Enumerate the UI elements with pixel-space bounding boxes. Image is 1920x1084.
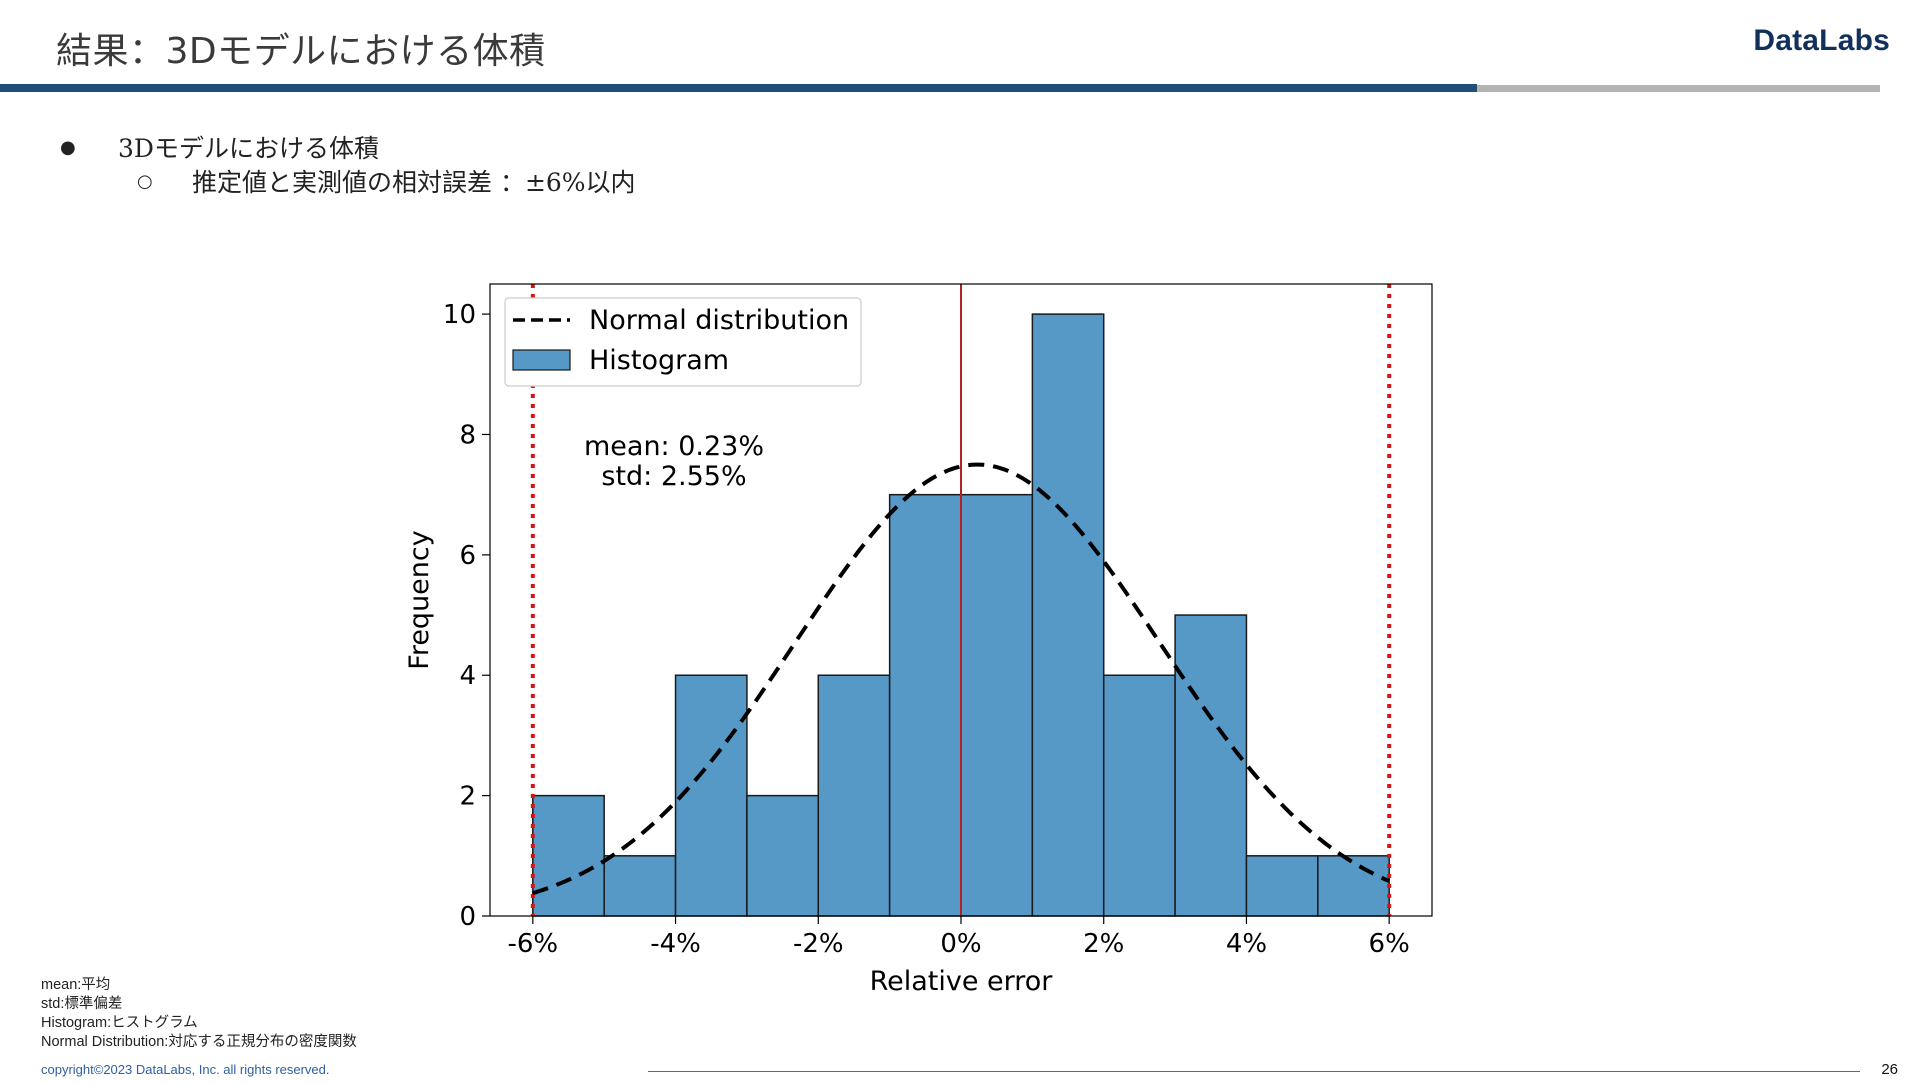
x-tick-label: -4% [650,929,701,959]
y-axis-label: Frequency [404,530,435,670]
footnotes: mean:平均 std:標準偏差 Histogram:ヒストグラム Normal… [41,976,357,1052]
std-annotation: std: 2.55% [601,461,746,492]
histogram-bar [603,855,677,917]
x-tick-label: 6% [1369,929,1410,959]
brand-logo: DataLabs [1753,24,1890,57]
x-axis-ticks: -6% -4% -2% 0% 2% 4% 6% [507,916,1410,959]
legend-box [504,297,862,387]
chart-legend: Normal distribution Histogram [504,297,862,387]
histogram-bar [1245,855,1319,917]
legend-label-histogram: Histogram [589,345,729,376]
x-axis-label: Relative error [870,966,1054,997]
header-divider-bar [0,84,1477,92]
bullet-sub-text: 推定値と実測値の相対誤差 ：±6%以内 [192,168,636,197]
mean-annotation: mean: 0.23% [584,431,764,462]
histogram-patch-legend-icon [512,349,571,371]
y-tick-label: 8 [459,420,476,450]
bullet-list: ● 3Dモデルにおける体積 ○ 推定値と実測値の相対誤差 ：±6%以内 [60,130,636,198]
y-tick-label: 10 [443,300,476,330]
histogram-bar [746,794,820,917]
histogram-bar [888,493,962,917]
x-tick-label: 0% [940,929,981,959]
x-tick-label: -2% [793,929,844,959]
bullet-main-text: 3Dモデルにおける体積 [118,134,379,163]
bullet-circle-icon: ○ [137,170,153,192]
y-tick-label: 2 [459,782,476,812]
page-number: 26 [1881,1061,1898,1078]
x-tick-label: 2% [1083,929,1124,959]
legend-label-normal: Normal distribution [589,305,849,336]
slide-title: 結果：3Dモデルにおける体積 [56,31,546,72]
histogram-bar [532,794,605,917]
footnote-histogram: Histogram:ヒストグラム [41,1015,198,1031]
footnote-std: std:標準偏差 [41,996,123,1012]
histogram-bars [532,313,1390,917]
header-divider-bar-gray [1477,85,1880,92]
footnote-normal-distribution: Normal Distribution:対応する正規分布の密度関数 [41,1034,357,1050]
footnote-mean: mean:平均 [41,977,111,993]
y-tick-label: 0 [459,902,476,932]
y-tick-label: 4 [459,661,476,691]
copyright-text: copyright©2023 DataLabs, Inc. all rights… [41,1062,330,1077]
sub-bullet-item: ○ 推定値と実測値の相対誤差 ：±6%以内 [60,164,636,198]
histogram-bar [1031,313,1105,917]
histogram-bar [817,674,891,917]
histogram-bar [1174,614,1248,917]
histogram-bar [960,493,1034,917]
y-tick-label: 6 [459,541,476,571]
x-tick-label: 4% [1226,929,1267,959]
histogram-bar [1317,855,1390,917]
stats-annotation: mean: 0.23% std: 2.55% [584,431,764,492]
x-tick-label: -6% [507,929,558,959]
histogram-bar [1102,674,1176,917]
bullet-item: ● 3Dモデルにおける体積 [60,130,636,164]
histogram-bar [674,674,748,917]
footer-divider [648,1071,1860,1072]
y-axis-ticks: 0 2 4 6 8 10 [443,300,490,932]
bullet-dot-icon: ● [60,136,76,158]
